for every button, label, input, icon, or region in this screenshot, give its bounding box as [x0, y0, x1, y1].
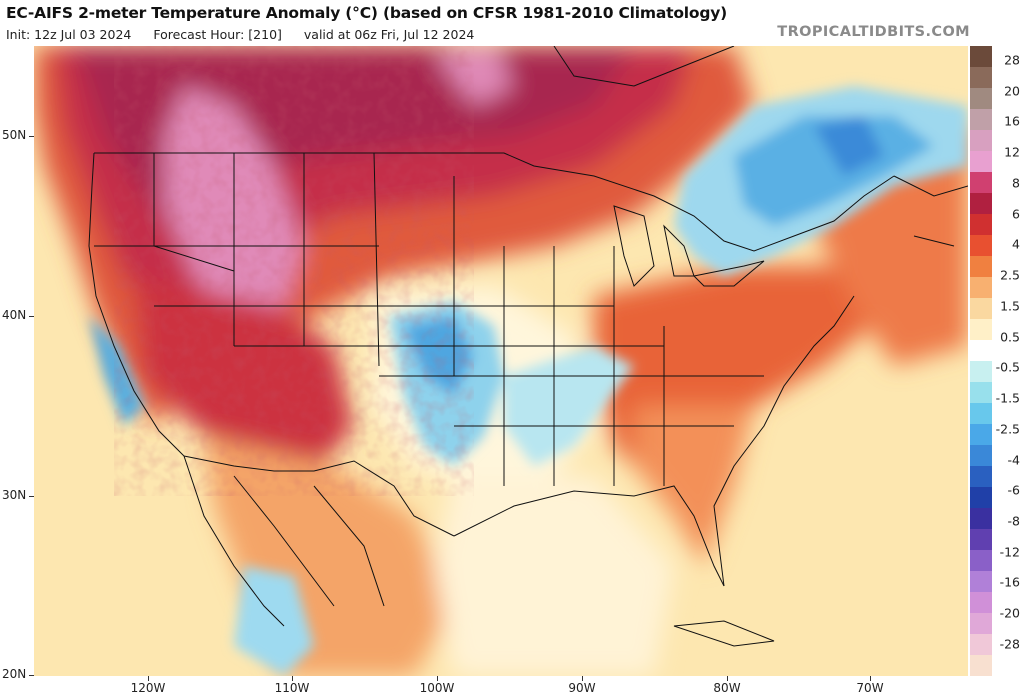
lat-label-40n: 40N — [2, 308, 27, 322]
lat-tick-30 — [29, 496, 34, 497]
colorbar-tick-label: 6 — [1012, 206, 1020, 222]
colorbar-tick-label: -1.5 — [995, 390, 1020, 406]
colorbar-swatch — [970, 319, 992, 340]
lon-label-100w: 100W — [419, 681, 455, 695]
colorbar-swatch — [970, 88, 992, 109]
colorbar-swatch — [970, 382, 992, 403]
temperature-anomaly-map — [34, 46, 968, 676]
colorbar-swatch — [970, 298, 992, 319]
lon-label-120w: 120W — [130, 681, 166, 695]
lon-tick-70 — [870, 676, 871, 681]
colorbar-swatch — [970, 550, 992, 571]
lon-label-70w: 70W — [856, 681, 884, 695]
init-time: Init: 12z Jul 03 2024 — [6, 27, 132, 42]
colorbar-swatch — [970, 655, 992, 676]
lat-label-20n: 20N — [2, 667, 27, 681]
colorbar-tick-label: 20 — [1004, 83, 1020, 99]
colorbar-tick-label: -8 — [1007, 513, 1020, 529]
colorbar-swatch — [970, 592, 992, 613]
colorbar-swatch — [970, 256, 992, 277]
colorbar-tick-label: 1.5 — [1000, 298, 1020, 314]
colorbar-tick-label: 4 — [1012, 236, 1020, 252]
colorbar-swatch — [970, 571, 992, 592]
colorbar-tick-label: -6 — [1007, 482, 1020, 498]
lat-label-50n: 50N — [2, 128, 27, 142]
lon-tick-110 — [292, 676, 293, 681]
colorbar-tick-label: 8 — [1012, 175, 1020, 191]
colorbar-swatch — [970, 424, 992, 445]
colorbar-swatch — [970, 151, 992, 172]
colorbar-swatch — [970, 466, 992, 487]
colorbar — [970, 46, 992, 676]
colorbar-tick-label: -12 — [999, 544, 1020, 560]
colorbar-tick-label: 28 — [1004, 52, 1020, 68]
lon-tick-80 — [727, 676, 728, 681]
lon-tick-90 — [582, 676, 583, 681]
colorbar-tick-label: -4 — [1007, 452, 1020, 467]
colorbar-swatch — [970, 634, 992, 655]
colorbar-swatch — [970, 508, 992, 529]
lat-label-30n: 30N — [2, 488, 27, 502]
colorbar-swatch — [970, 487, 992, 508]
colorbar-ticks: 28 20 16 12 8 6 4 2.5 1.5 0.5 -0.5 -1.5 -2.5 -4 -6 -8 -1… — [994, 46, 1024, 676]
colorbar-swatch — [970, 109, 992, 130]
lat-tick-20 — [29, 675, 34, 676]
colorbar-swatch — [970, 46, 992, 67]
colorbar-tick-label: 16 — [1004, 113, 1020, 129]
lon-tick-120 — [148, 676, 149, 681]
colorbar-swatch — [970, 361, 992, 382]
colorbar-tick-label: -28 — [999, 636, 1020, 652]
colorbar-swatch — [970, 172, 992, 193]
colorbar-swatch — [970, 403, 992, 424]
forecast-hour: Forecast Hour: [210] — [153, 27, 282, 42]
map-subtitle: Init: 12z Jul 03 2024 Forecast Hour: [21… — [6, 27, 492, 42]
colorbar-swatch — [970, 445, 992, 466]
lon-tick-100 — [437, 676, 438, 681]
colorbar-tick-label: -20 — [999, 605, 1020, 621]
colorbar-swatch — [970, 67, 992, 88]
lon-label-90w: 90W — [568, 681, 596, 695]
lat-tick-40 — [29, 316, 34, 317]
lat-tick-50 — [29, 136, 34, 137]
colorbar-swatch — [970, 277, 992, 298]
colorbar-swatch — [970, 340, 992, 361]
lon-label-110w: 110W — [274, 681, 310, 695]
map-title: EC-AIFS 2-meter Temperature Anomaly (°C)… — [6, 4, 728, 22]
political-boundaries — [88, 46, 968, 647]
colorbar-swatch — [970, 214, 992, 235]
colorbar-tick-label: 0.5 — [1000, 329, 1020, 345]
colorbar-swatch — [970, 529, 992, 550]
colorbar-swatch — [970, 613, 992, 634]
colorbar-tick-label: -2.5 — [995, 421, 1020, 437]
valid-time: valid at 06z Fri, Jul 12 2024 — [303, 27, 475, 42]
colorbar-swatch — [970, 130, 992, 151]
site-watermark: TROPICALTIDBITS.COM — [777, 24, 970, 40]
colorbar-tick-label: 2.5 — [1000, 267, 1020, 283]
colorbar-tick-label: -16 — [999, 574, 1020, 590]
texture-overlay — [114, 46, 474, 496]
colorbar-swatch — [970, 235, 992, 256]
lon-label-80w: 80W — [713, 681, 741, 695]
colorbar-swatch — [970, 193, 992, 214]
colorbar-tick-label: 12 — [1004, 144, 1020, 160]
colorbar-tick-label: -0.5 — [995, 359, 1020, 375]
